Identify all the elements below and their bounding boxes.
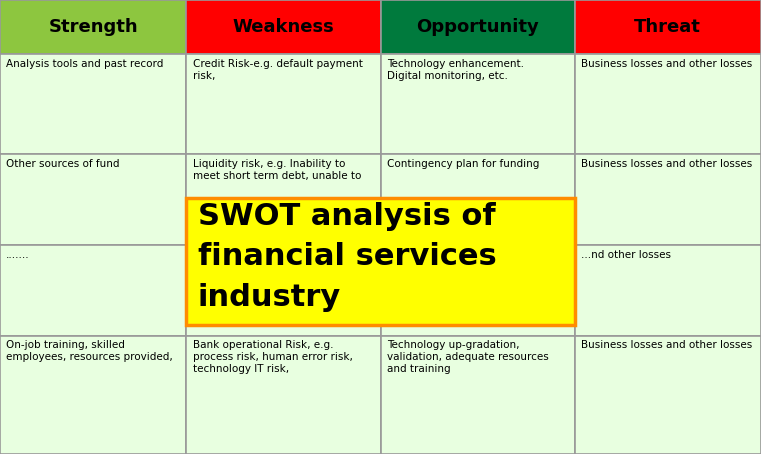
Bar <box>575 154 761 245</box>
Bar <box>0 245 186 336</box>
Bar <box>186 198 575 325</box>
Bar <box>0 336 186 454</box>
Bar <box>380 336 575 454</box>
Bar <box>186 0 380 54</box>
Bar <box>186 154 380 245</box>
Bar <box>380 54 575 154</box>
Text: Strength: Strength <box>49 18 138 36</box>
Bar <box>575 336 761 454</box>
Text: Technology up-gradation,
validation, adequate resources
and training: Technology up-gradation, validation, ade… <box>387 340 549 374</box>
Bar <box>575 0 761 54</box>
Text: Opportunity: Opportunity <box>416 18 539 36</box>
Text: Credit Risk-e.g. default payment
risk,: Credit Risk-e.g. default payment risk, <box>193 59 362 81</box>
Text: Liquidity risk, e.g. Inability to
meet short term debt, unable to: Liquidity risk, e.g. Inability to meet s… <box>193 159 361 181</box>
Text: On-job training, skilled
employees, resources provided,: On-job training, skilled employees, reso… <box>6 340 173 362</box>
Bar <box>0 154 186 245</box>
Text: analysis: analysis <box>387 250 429 260</box>
Text: commodity risk, etc.: commodity risk, etc. <box>193 250 300 260</box>
Bar <box>0 0 186 54</box>
Bar <box>380 245 575 336</box>
Bar <box>186 336 380 454</box>
Bar <box>186 245 380 336</box>
Text: Weakness: Weakness <box>233 18 334 36</box>
Text: .......: ....... <box>6 250 30 260</box>
Text: Business losses and other losses: Business losses and other losses <box>581 340 752 350</box>
Text: Business losses and other losses: Business losses and other losses <box>581 159 752 169</box>
Bar <box>575 54 761 154</box>
Bar <box>380 0 575 54</box>
Text: ...nd other losses: ...nd other losses <box>581 250 670 260</box>
Bar <box>575 245 761 336</box>
Bar <box>380 154 575 245</box>
Text: Technology enhancement.
Digital monitoring, etc.: Technology enhancement. Digital monitori… <box>387 59 524 81</box>
Text: Analysis tools and past record: Analysis tools and past record <box>6 59 164 69</box>
Text: Bank operational Risk, e.g.
process risk, human error risk,
technology IT risk,: Bank operational Risk, e.g. process risk… <box>193 340 352 374</box>
Text: SWOT analysis of
financial services
industry: SWOT analysis of financial services indu… <box>198 202 497 311</box>
Text: Other sources of fund: Other sources of fund <box>6 159 119 169</box>
Bar <box>0 54 186 154</box>
Bar <box>186 54 380 154</box>
Text: Contingency plan for funding: Contingency plan for funding <box>387 159 539 169</box>
Text: Threat: Threat <box>635 18 701 36</box>
Text: Business losses and other losses: Business losses and other losses <box>581 59 752 69</box>
Text: Financehelps.in: Financehelps.in <box>32 205 82 340</box>
